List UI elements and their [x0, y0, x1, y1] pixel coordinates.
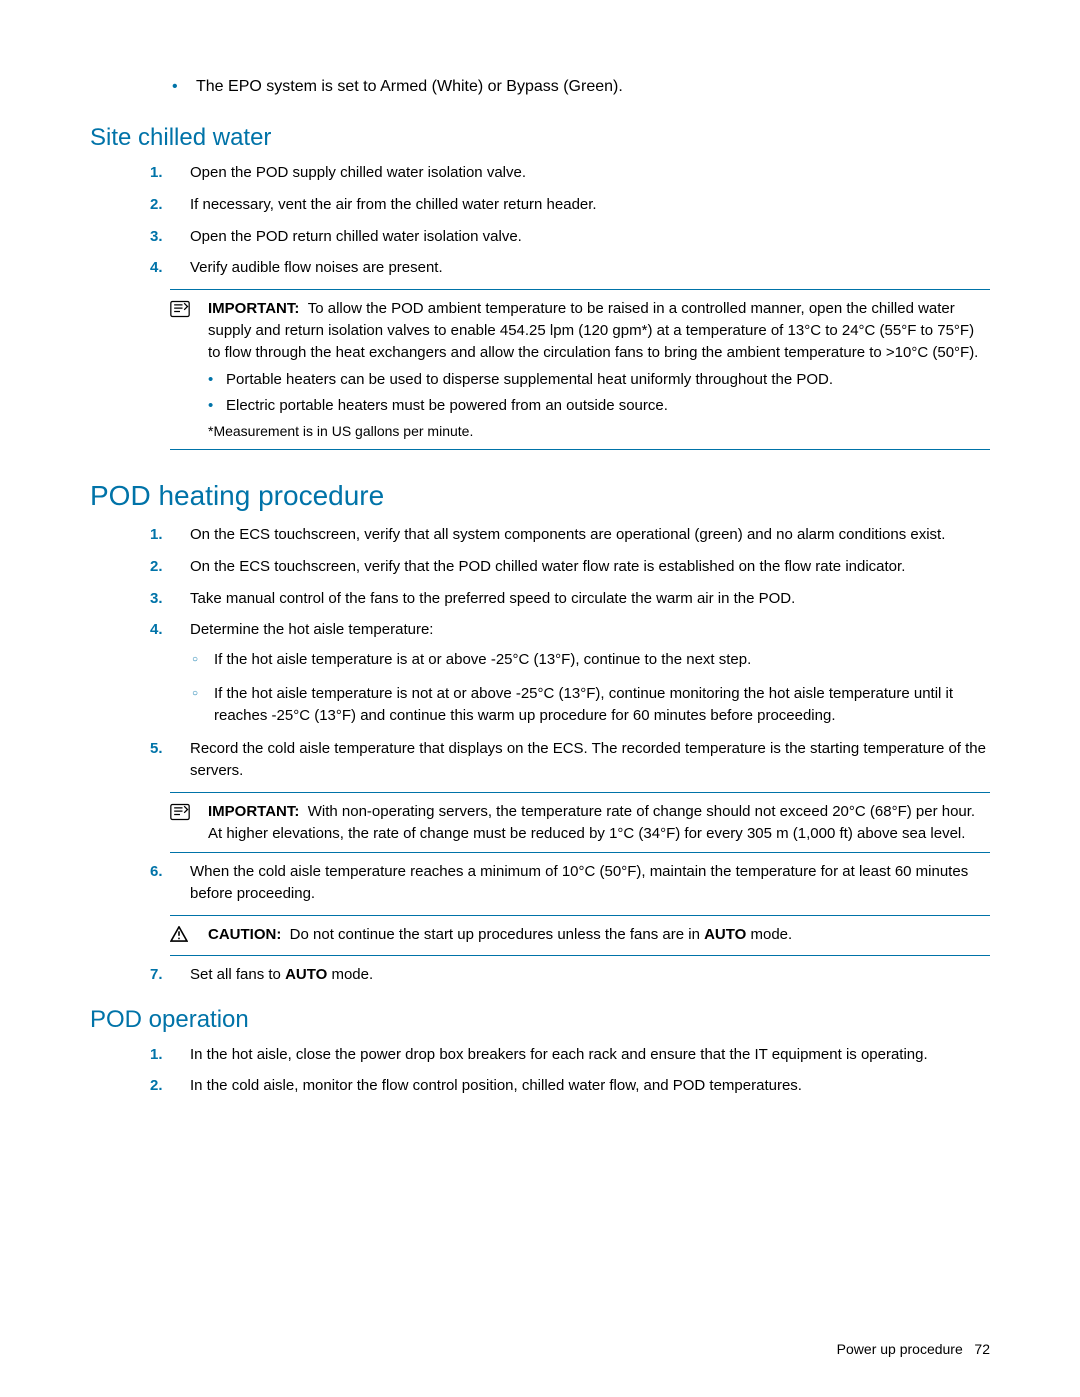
caution-pre: Do not continue the start up procedures … — [290, 926, 704, 943]
list-text: In the hot aisle, close the power drop b… — [190, 1046, 928, 1063]
top-bullet-item: •The EPO system is set to Armed (White) … — [172, 78, 990, 96]
top-bullet-text: The EPO system is set to Armed (White) o… — [196, 78, 623, 95]
list-number: 2. — [150, 1075, 163, 1097]
pod-heating-list: 1. On the ECS touchscreen, verify that al… — [150, 524, 990, 782]
list-text: Open the POD supply chilled water isolat… — [190, 164, 526, 181]
list-text: Verify audible flow noises are present. — [190, 259, 443, 276]
list-number: 1. — [150, 524, 163, 546]
pod-operation-list: 1. In the hot aisle, close the power drop… — [150, 1044, 990, 1098]
important-note-text: IMPORTANT: To allow the POD ambient temp… — [208, 298, 990, 441]
list-number: 3. — [150, 226, 163, 248]
important-bullet-item: Portable heaters can be used to disperse… — [208, 369, 990, 391]
important-note-box: IMPORTANT: To allow the POD ambient temp… — [170, 289, 990, 450]
sub-bullet-item: If the hot aisle temperature is at or ab… — [190, 649, 990, 671]
important-note-text: IMPORTANT: With non-operating servers, t… — [208, 801, 990, 845]
section-heading-pod-heating: POD heating procedure — [90, 480, 990, 512]
list-text: On the ECS touchscreen, verify that all … — [190, 526, 945, 543]
list-text: When the cold aisle temperature reaches … — [190, 863, 968, 902]
list-number: 4. — [150, 619, 163, 641]
footer-text: Power up procedure — [837, 1341, 963, 1357]
list-number: 2. — [150, 194, 163, 216]
list-item: 2. In the cold aisle, monitor the flow co… — [150, 1075, 990, 1097]
list-number: 3. — [150, 588, 163, 610]
list-text: Open the POD return chilled water isolat… — [190, 228, 522, 245]
important-icon — [170, 801, 208, 826]
list-number: 1. — [150, 162, 163, 184]
list-item: 2. On the ECS touchscreen, verify that th… — [150, 556, 990, 578]
list-item: 3. Take manual control of the fans to the… — [150, 588, 990, 610]
sub-bullet-item: If the hot aisle temperature is not at o… — [190, 683, 990, 727]
list-item: 3. Open the POD return chilled water isol… — [150, 226, 990, 248]
section-heading-site-chilled-water: Site chilled water — [90, 124, 990, 152]
list-text-bold: AUTO — [285, 966, 327, 983]
caution-note-box: CAUTION: Do not continue the start up pr… — [170, 915, 990, 956]
list-text-pre: Set all fans to — [190, 966, 285, 983]
caution-bold: AUTO — [704, 926, 746, 943]
list-item: 1. In the hot aisle, close the power drop… — [150, 1044, 990, 1066]
list-item: 6. When the cold aisle temperature reache… — [150, 861, 990, 905]
list-text: On the ECS touchscreen, verify that the … — [190, 558, 905, 575]
important-note-box: IMPORTANT: With non-operating servers, t… — [170, 792, 990, 854]
list-item: 2. If necessary, vent the air from the ch… — [150, 194, 990, 216]
important-label: IMPORTANT: — [208, 803, 299, 820]
list-number: 6. — [150, 861, 163, 883]
list-item: 5. Record the cold aisle temperature that… — [150, 738, 990, 782]
list-item: 7. Set all fans to AUTO mode. — [150, 964, 990, 986]
list-item: 1. Open the POD supply chilled water isol… — [150, 162, 990, 184]
important-icon — [170, 298, 208, 323]
list-number: 2. — [150, 556, 163, 578]
important-body: To allow the POD ambient temperature to … — [208, 300, 978, 361]
list-text: If necessary, vent the air from the chil… — [190, 196, 597, 213]
list-text: Take manual control of the fans to the p… — [190, 590, 795, 607]
pod-heating-list-cont: 6. When the cold aisle temperature reache… — [150, 861, 990, 905]
list-text: In the cold aisle, monitor the flow cont… — [190, 1077, 802, 1094]
caution-icon — [170, 924, 208, 947]
list-text-post: mode. — [327, 966, 373, 983]
page-footer: Power up procedure 72 — [837, 1341, 990, 1357]
caution-label: CAUTION: — [208, 926, 281, 943]
important-label: IMPORTANT: — [208, 300, 299, 317]
important-bullets: Portable heaters can be used to disperse… — [208, 369, 990, 417]
footer-page-number: 72 — [974, 1341, 990, 1357]
important-footnote: *Measurement is in US gallons per minute… — [208, 421, 990, 441]
list-number: 1. — [150, 1044, 163, 1066]
sub-bullet-list: If the hot aisle temperature is at or ab… — [190, 649, 990, 726]
list-text: Determine the hot aisle temperature: — [190, 621, 433, 638]
list-text: Record the cold aisle temperature that d… — [190, 740, 986, 779]
caution-post: mode. — [746, 926, 792, 943]
bullet-icon: • — [172, 78, 196, 96]
list-item: 1. On the ECS touchscreen, verify that al… — [150, 524, 990, 546]
section-heading-pod-operation: POD operation — [90, 1006, 990, 1034]
list-item: 4. Verify audible flow noises are present… — [150, 257, 990, 279]
list-number: 4. — [150, 257, 163, 279]
pod-heating-list-cont2: 7. Set all fans to AUTO mode. — [150, 964, 990, 986]
site-chilled-water-list: 1. Open the POD supply chilled water isol… — [150, 162, 990, 279]
caution-note-text: CAUTION: Do not continue the start up pr… — [208, 924, 990, 946]
list-number: 7. — [150, 964, 163, 986]
list-number: 5. — [150, 738, 163, 760]
important-body: With non-operating servers, the temperat… — [208, 803, 975, 842]
list-item: 4. Determine the hot aisle temperature: I… — [150, 619, 990, 726]
document-page: •The EPO system is set to Armed (White) … — [0, 0, 1080, 1397]
important-bullet-item: Electric portable heaters must be powere… — [208, 395, 990, 417]
